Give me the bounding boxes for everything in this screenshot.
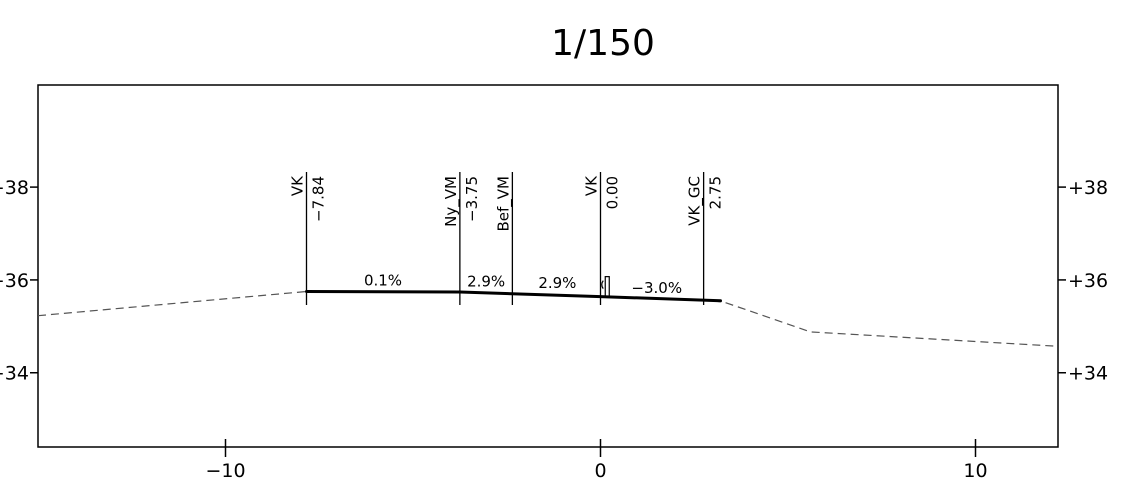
y-tick-label-right: +36 (1068, 270, 1108, 292)
offset-value-label: 2.75 (707, 176, 725, 209)
grade-label: 2.9% (467, 272, 505, 290)
offset-name-label: VK_GC (686, 176, 705, 226)
x-tick-label: 10 (963, 460, 987, 482)
scale-label: 1/150 (551, 23, 655, 64)
grade-label: 2.9% (538, 274, 576, 292)
y-tick-label-left: +36 (0, 270, 29, 292)
offset-name-label: VK (583, 175, 601, 196)
offset-value-label: 0.00 (604, 176, 622, 209)
offset-name-label: Bef_VM (494, 176, 513, 232)
offset-name-label: VK (289, 175, 307, 196)
existing-ground-line (38, 292, 1058, 347)
centerline-post (605, 277, 609, 297)
x-tick-label: 0 (594, 460, 606, 482)
y-tick-label-left: +38 (0, 177, 29, 199)
y-tick-label-right: +38 (1068, 177, 1108, 199)
centerline-hook (602, 281, 604, 289)
plot-frame (38, 85, 1058, 447)
offset-name-label: Ny_VM (442, 176, 461, 227)
axis-ticks: −10 0 10 +38 +36 +34 +38 +36 +34 (0, 177, 1108, 482)
y-tick-label-left: +34 (0, 363, 29, 385)
offset-value-label: −7.84 (310, 176, 328, 222)
grade-label: −3.0% (631, 279, 682, 297)
y-tick-label-right: +34 (1068, 363, 1108, 385)
grade-label: 0.1% (364, 271, 402, 289)
centerline-symbol (602, 277, 610, 297)
x-tick-label: −10 (205, 460, 245, 482)
offset-value-label: −3.75 (463, 176, 481, 222)
profile-lines (38, 292, 1058, 347)
